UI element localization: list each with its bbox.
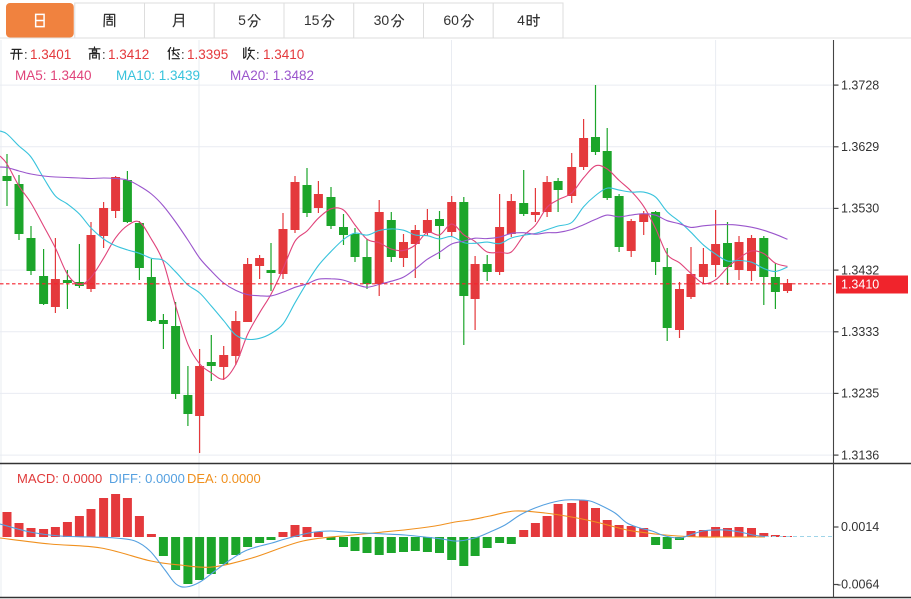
svg-text:0.0014: 0.0014 bbox=[841, 520, 879, 534]
svg-text::: : bbox=[181, 47, 185, 62]
svg-text:1.3333: 1.3333 bbox=[841, 325, 879, 339]
svg-text::: : bbox=[256, 47, 260, 62]
svg-text:MA20: 1.3482: MA20: 1.3482 bbox=[230, 68, 314, 83]
svg-text:4: 4 bbox=[517, 12, 525, 28]
svg-text:30: 30 bbox=[374, 12, 390, 28]
svg-text:1.3432: 1.3432 bbox=[841, 263, 879, 277]
svg-text:1.3395: 1.3395 bbox=[187, 47, 228, 62]
svg-text:1.3401: 1.3401 bbox=[30, 47, 71, 62]
svg-text::: : bbox=[102, 47, 106, 62]
svg-text:MA10: 1.3439: MA10: 1.3439 bbox=[116, 68, 200, 83]
svg-text:1.3728: 1.3728 bbox=[841, 78, 879, 92]
svg-text:1.3530: 1.3530 bbox=[841, 202, 879, 216]
svg-text:1.3410: 1.3410 bbox=[263, 47, 304, 62]
svg-text:1.3412: 1.3412 bbox=[108, 47, 149, 62]
svg-text:MA5: 1.3440: MA5: 1.3440 bbox=[15, 68, 92, 83]
svg-text:DIFF: 0.0000: DIFF: 0.0000 bbox=[109, 471, 185, 486]
svg-text::: : bbox=[24, 47, 28, 62]
svg-text:1.3629: 1.3629 bbox=[841, 140, 879, 154]
svg-text:MACD: 0.0000: MACD: 0.0000 bbox=[17, 471, 102, 486]
svg-text:60: 60 bbox=[443, 12, 459, 28]
svg-text:1.3136: 1.3136 bbox=[841, 448, 879, 462]
svg-text:5: 5 bbox=[238, 12, 246, 28]
svg-text:1.3235: 1.3235 bbox=[841, 387, 879, 401]
svg-text:-0.0064: -0.0064 bbox=[837, 578, 879, 592]
svg-text:1.3410: 1.3410 bbox=[841, 278, 879, 292]
svg-text:15: 15 bbox=[304, 12, 320, 28]
svg-text:DEA: 0.0000: DEA: 0.0000 bbox=[187, 471, 261, 486]
